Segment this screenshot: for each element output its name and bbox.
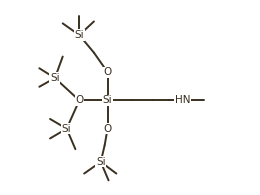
Text: Si: Si [74, 30, 84, 40]
Text: Si: Si [103, 95, 112, 105]
Text: HN: HN [175, 95, 190, 105]
Text: Si: Si [62, 124, 72, 134]
Text: O: O [103, 124, 112, 134]
Text: Si: Si [50, 73, 60, 83]
Text: Si: Si [96, 157, 106, 167]
Text: O: O [103, 67, 112, 77]
Text: O: O [75, 95, 83, 105]
